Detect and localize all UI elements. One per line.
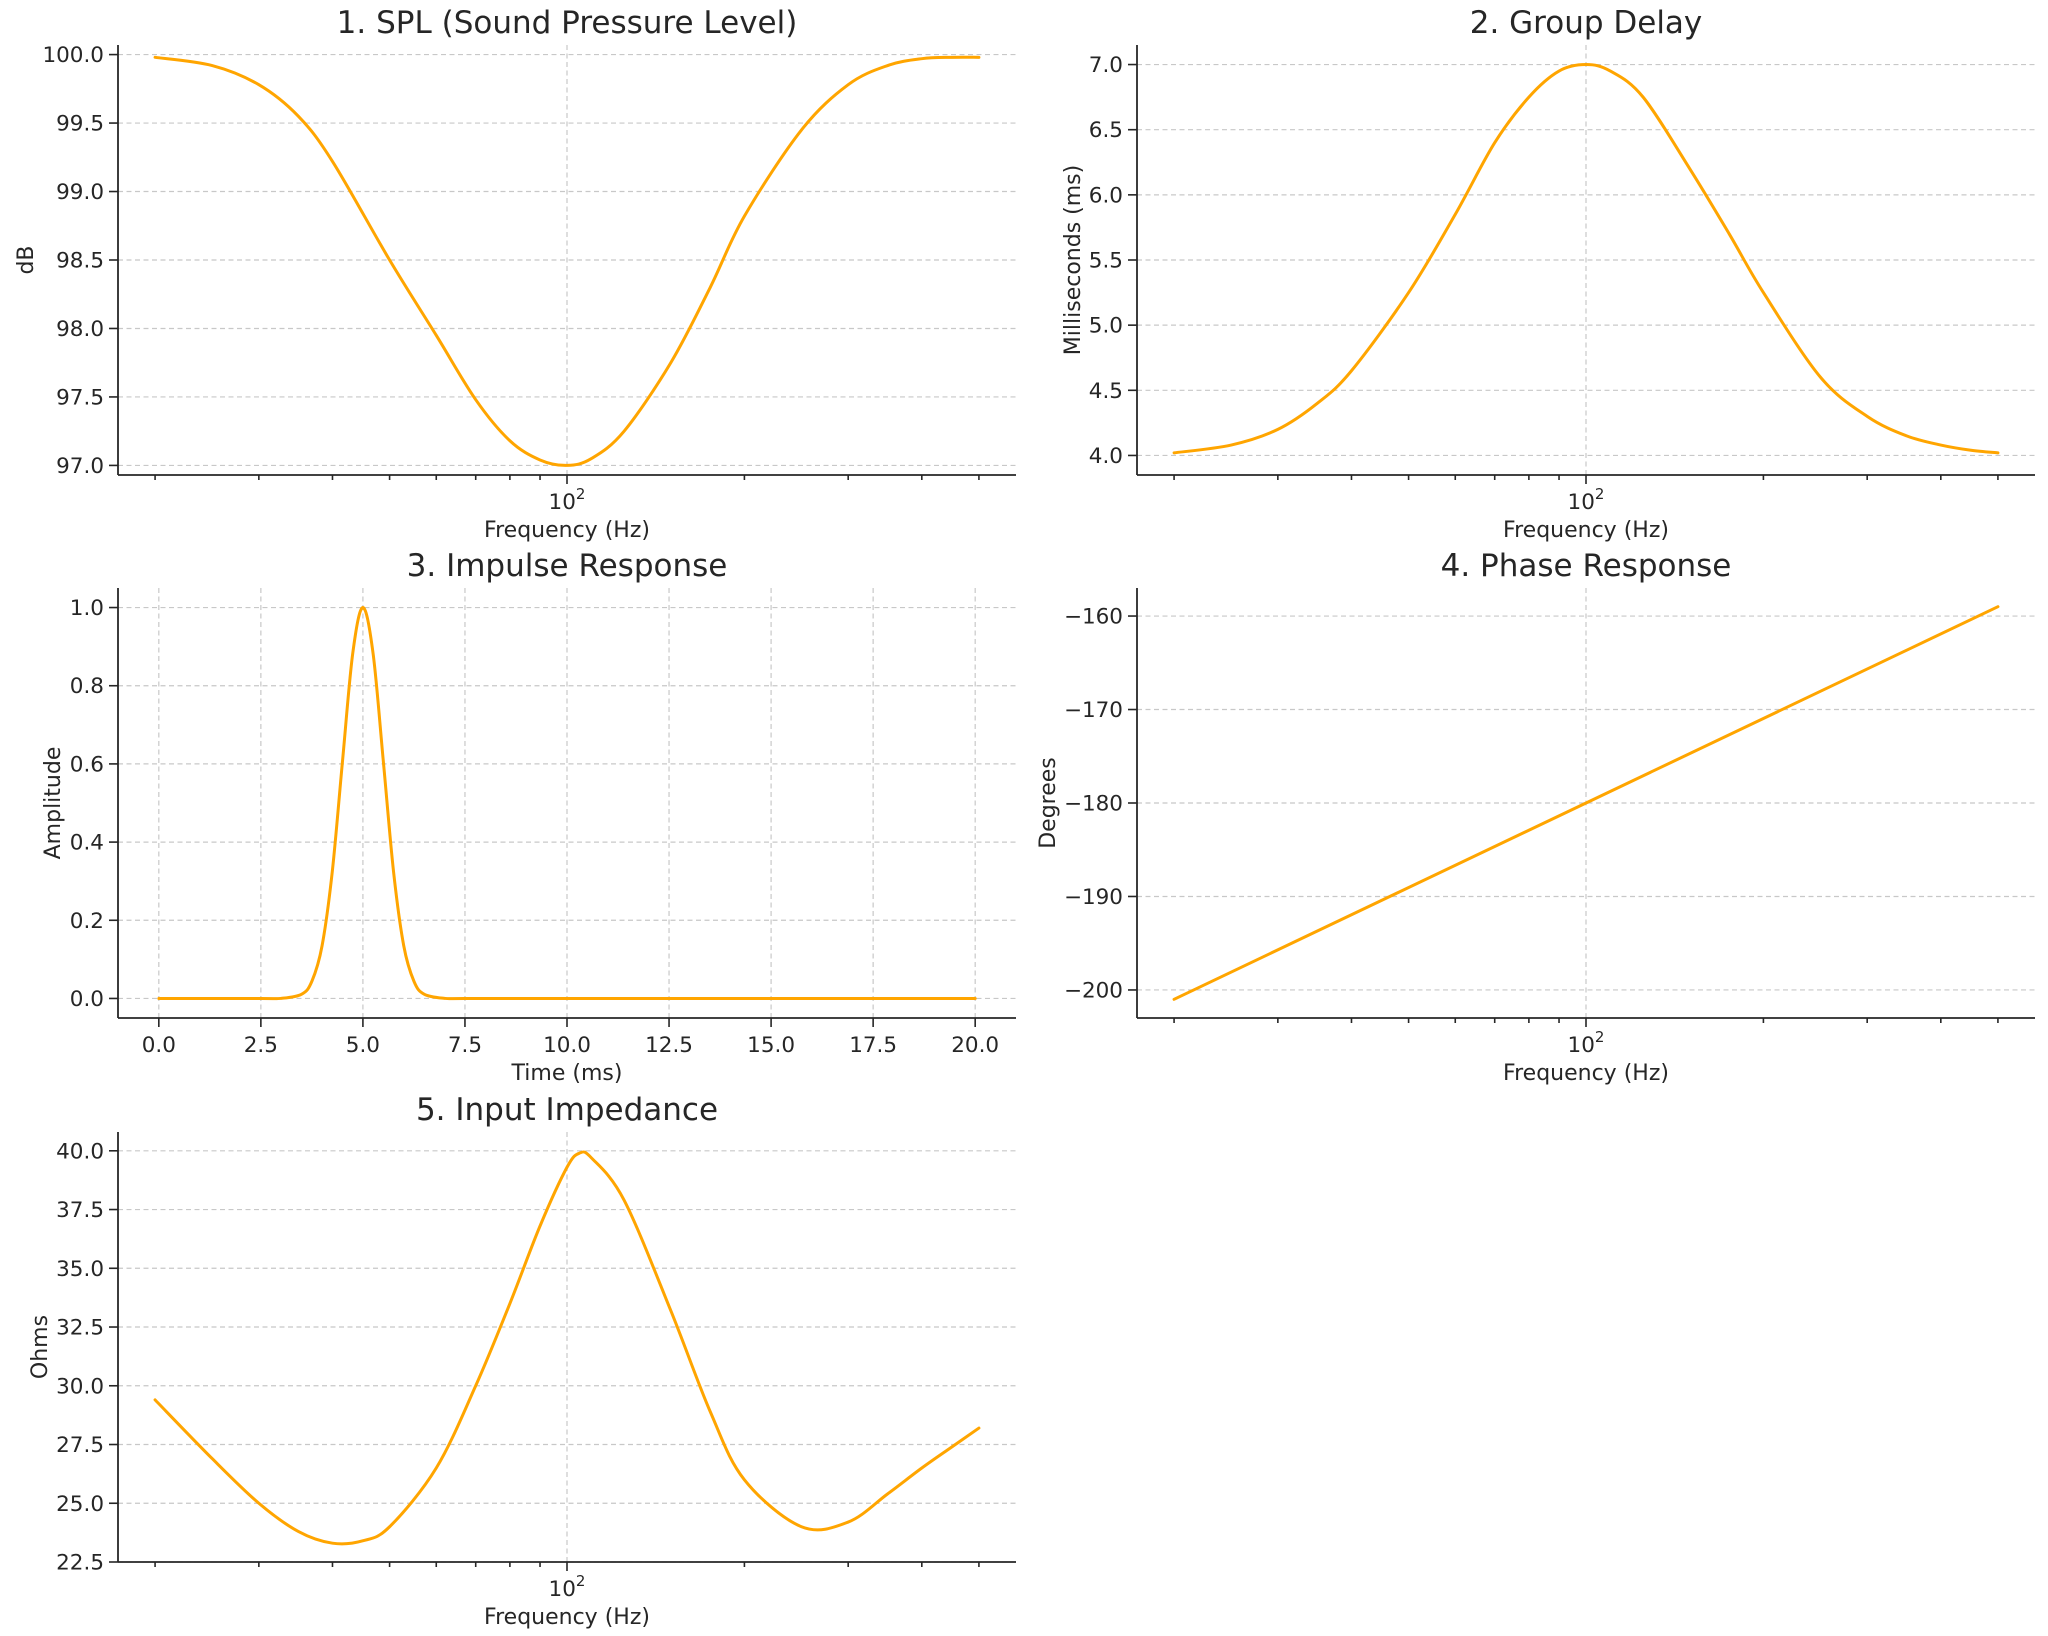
x-tick-label: 0.0 [142,1033,176,1058]
y-axis-label: Milliseconds (ms) [1061,165,1086,355]
x-axis-label: Time (ms) [511,1061,623,1086]
chart-title: 1. SPL (Sound Pressure Level) [337,5,798,41]
y-tick-label: 25.0 [56,1492,104,1517]
y-tick-label: 98.0 [56,317,104,342]
chart-title: 4. Phase Response [1441,548,1732,584]
chart-title: 3. Impulse Response [407,548,728,584]
chart-panel-4: −200 −190 −180 −170 −160 102 4. Phase Response… [1036,548,2035,1086]
chart-panel-1: 97.0 97.5 98.0 98.5 99.0 99.5 100.0 102 1. SPL (… [14,5,1016,543]
y-tick-label: 30.0 [56,1374,104,1399]
x-tick-label: 2.5 [244,1033,278,1058]
x-axis-label: Frequency (Hz) [484,518,650,543]
y-tick-label: 5.5 [1089,249,1123,274]
x-tick-label: 20.0 [951,1033,999,1058]
y-tick-label: −200 [1064,978,1123,1003]
y-tick-label: 0.2 [70,909,104,934]
x-tick-label: 10.0 [543,1033,591,1058]
y-tick-label: 32.5 [56,1316,104,1341]
x-axis-label: Frequency (Hz) [1503,1061,1669,1086]
y-tick-label: 98.5 [56,249,104,274]
series-line-5 [153,1150,981,1546]
series-line-2 [1172,63,2000,455]
y-tick-label: 97.5 [56,385,104,410]
y-tick-label: 0.0 [70,987,104,1012]
y-tick-label: −180 [1064,792,1123,817]
chart-title: 2. Group Delay [1470,5,1703,41]
y-tick-label: 0.8 [70,674,104,699]
y-tick-label: −170 [1064,698,1123,723]
y-tick-label: −190 [1064,885,1123,910]
y-tick-label: 27.5 [56,1433,104,1458]
y-tick-label: 7.0 [1089,53,1123,78]
series-line-3 [157,606,977,1001]
y-tick-label: 37.5 [56,1198,104,1223]
x-tick-label: 102 [1568,1028,1605,1058]
x-tick-label: 102 [549,485,586,515]
x-tick-label: 5.0 [346,1033,380,1058]
series-line-1 [153,55,981,467]
y-axis-label: Amplitude [41,747,66,860]
x-tick-label: 102 [1568,485,1605,515]
y-tick-label: 6.0 [1089,183,1123,208]
x-tick-label: 7.5 [448,1033,482,1058]
y-axis-label: Ohms [28,1315,53,1379]
x-tick-label: 15.0 [747,1033,795,1058]
y-tick-label: 5.0 [1089,314,1123,339]
chart-panel-5: 22.5 25.0 27.5 30.0 32.5 35.0 37.5 40.0 102 5. In… [28,1092,1016,1630]
y-tick-label: 99.5 [56,112,104,137]
y-tick-label: 40.0 [56,1139,104,1164]
y-tick-label: 99.0 [56,180,104,205]
y-tick-label: 6.5 [1089,118,1123,143]
x-axis-label: Frequency (Hz) [484,1605,650,1630]
y-tick-label: −160 [1064,605,1123,630]
y-tick-label: 22.5 [56,1551,104,1576]
y-tick-label: 4.0 [1089,444,1123,469]
series-line-4 [1172,605,2000,1001]
x-tick-label: 17.5 [849,1033,897,1058]
y-tick-label: 4.5 [1089,379,1123,404]
y-tick-label: 35.0 [56,1257,104,1282]
y-axis-label: dB [14,245,39,274]
chart-panel-2: 4.0 4.5 5.0 5.5 6.0 6.5 7.0 102 2. Group Delay Fr… [1061,5,2035,543]
y-axis-label: Degrees [1036,757,1061,849]
y-tick-label: 97.0 [56,454,104,479]
chart-panel-3: 0.0 0.2 0.4 0.6 0.8 1.0 0.0 2.5 5.0 7.5 10.0 12.5 15… [41,548,1016,1086]
x-tick-label: 12.5 [645,1033,693,1058]
y-tick-label: 0.4 [70,831,104,856]
x-axis-label: Frequency (Hz) [1503,518,1669,543]
y-tick-label: 100.0 [42,43,104,68]
y-tick-label: 0.6 [70,752,104,777]
y-tick-label: 1.0 [70,596,104,621]
x-tick-label: 102 [549,1572,586,1602]
chart-title: 5. Input Impedance [416,1092,718,1128]
